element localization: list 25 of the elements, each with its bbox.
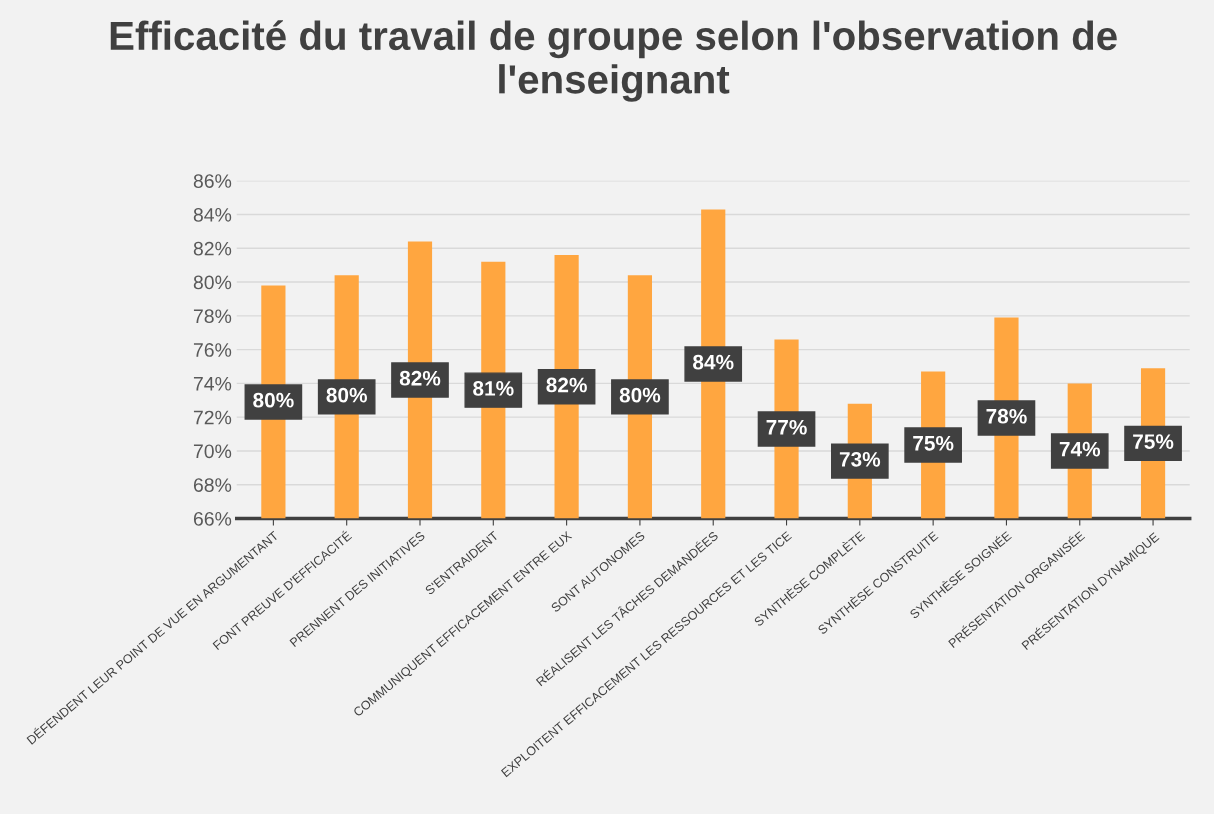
- data-label: 80%: [619, 387, 661, 403]
- data-label: 81%: [473, 380, 514, 396]
- chart-title: Efficacité du travail de groupe selon l'observation de l'enseignant: [110, 20, 1117, 102]
- y-tick-label: 66%: [193, 511, 232, 526]
- y-tick-label: 86%: [193, 174, 232, 188]
- data-label: 84%: [693, 354, 734, 370]
- y-tick-label: 70%: [193, 444, 232, 459]
- data-label: 77%: [766, 419, 807, 435]
- data-label: 75%: [913, 435, 954, 451]
- y-tick-label: 72%: [193, 410, 232, 425]
- data-label: 80%: [326, 387, 367, 403]
- data-label: 74%: [1059, 441, 1101, 457]
- data-label: 82%: [399, 370, 441, 386]
- data-label: 75%: [1133, 434, 1174, 449]
- y-tick-label: 80%: [193, 275, 232, 290]
- data-label: 73%: [839, 451, 881, 467]
- data-label: 80%: [253, 392, 294, 408]
- y-tick-label: 84%: [193, 207, 232, 222]
- y-tick-label: 78%: [193, 309, 232, 324]
- y-tick-label: 74%: [193, 376, 232, 391]
- y-tick-label: 82%: [193, 241, 232, 256]
- y-tick-label: 76%: [193, 343, 232, 357]
- data-label: 82%: [546, 377, 587, 393]
- y-tick-label: 68%: [193, 478, 232, 492]
- data-label: 78%: [986, 408, 1027, 424]
